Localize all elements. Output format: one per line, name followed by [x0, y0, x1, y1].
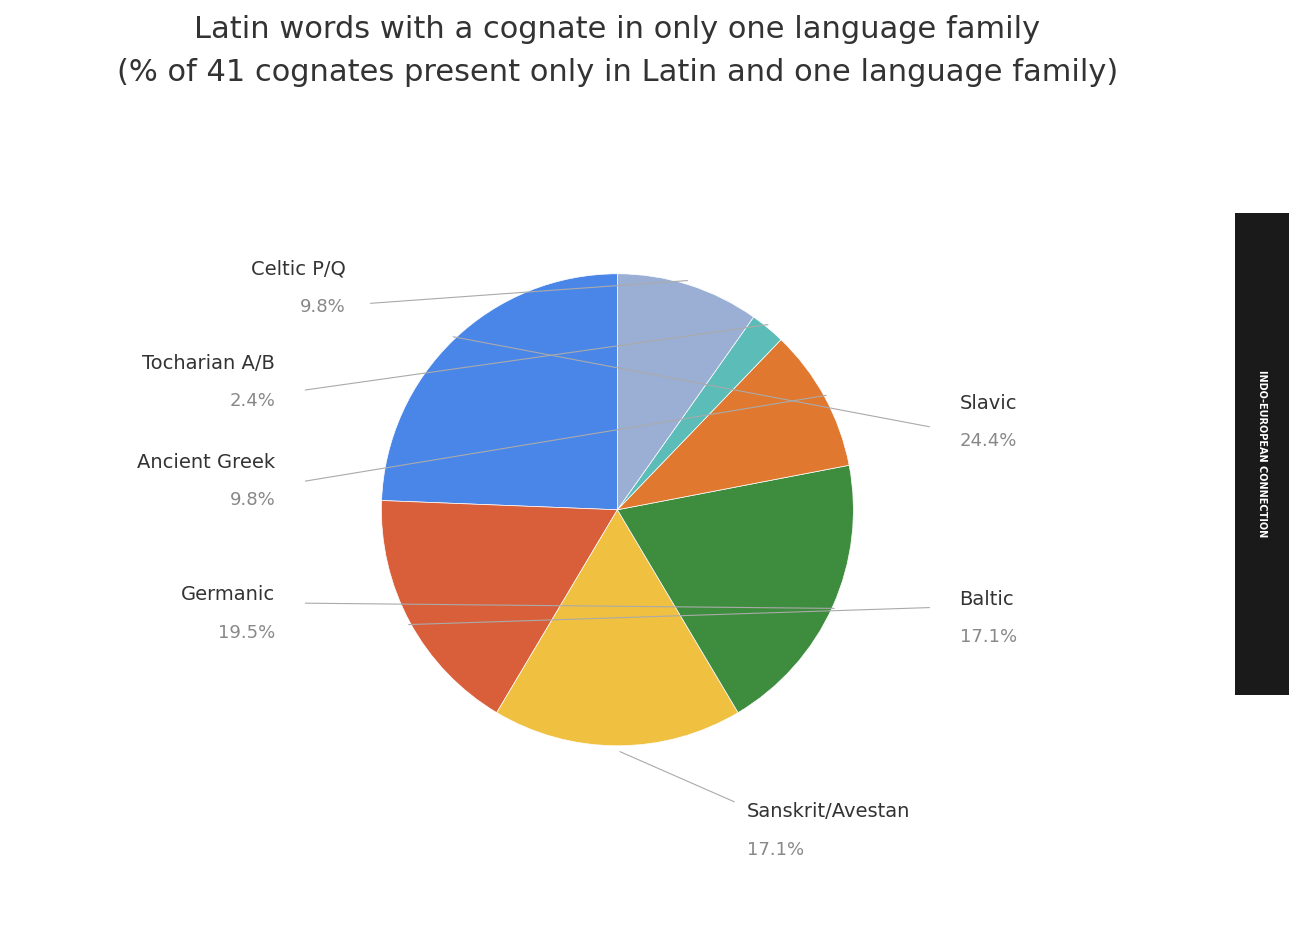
Wedge shape — [618, 274, 754, 510]
Text: Sanskrit/Avestan: Sanskrit/Avestan — [747, 802, 910, 821]
Text: 17.1%: 17.1% — [959, 628, 1016, 646]
Text: INDO-EUROPEAN CONNECTION: INDO-EUROPEAN CONNECTION — [1257, 370, 1267, 537]
Text: 2.4%: 2.4% — [229, 393, 275, 410]
Text: Ancient Greek: Ancient Greek — [137, 453, 275, 472]
Text: Germanic: Germanic — [181, 585, 275, 605]
Wedge shape — [497, 510, 738, 745]
Title: Latin words with a cognate in only one language family
(% of 41 cognates present: Latin words with a cognate in only one l… — [116, 15, 1118, 87]
Text: 9.8%: 9.8% — [300, 298, 347, 316]
Wedge shape — [381, 501, 618, 713]
Wedge shape — [618, 340, 850, 510]
Text: 9.8%: 9.8% — [229, 492, 275, 509]
Wedge shape — [618, 317, 781, 510]
Text: 24.4%: 24.4% — [959, 432, 1018, 450]
Text: Tocharian A/B: Tocharian A/B — [142, 354, 275, 373]
Text: Baltic: Baltic — [959, 590, 1014, 609]
Text: Celtic P/Q: Celtic P/Q — [251, 259, 347, 279]
Text: 17.1%: 17.1% — [747, 841, 804, 858]
Wedge shape — [381, 274, 618, 510]
Text: 19.5%: 19.5% — [219, 623, 275, 642]
Text: Slavic: Slavic — [959, 394, 1018, 413]
Wedge shape — [618, 465, 853, 713]
